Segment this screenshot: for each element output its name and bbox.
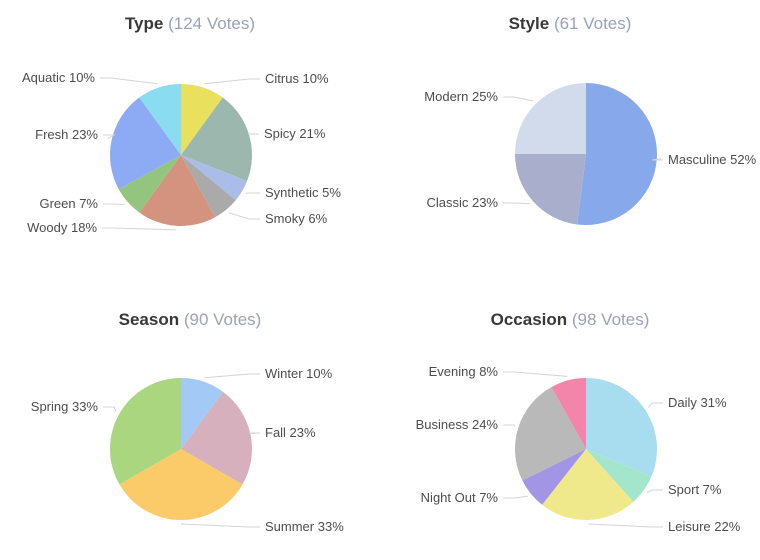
slice-label-evening: Evening 8% [428,364,498,379]
label-leader-line [503,96,534,102]
chart-panel-type: Type (124 Votes) Citrus 10% Spicy 21% Synt… [0,0,380,280]
pie-slice-modern[interactable] [515,83,586,154]
pie-slice-spicy[interactable] [181,97,252,182]
chart-votes-count: (124 Votes) [168,14,256,33]
pie-chart-style [503,83,663,225]
chart-panel-style: Style (61 Votes) Masculine 52% Classic 23… [380,0,760,280]
chart-title-text: Occasion [490,310,568,329]
pie-slice-spring[interactable] [109,378,181,485]
pie-slice-fresh[interactable] [110,97,181,190]
chart-panel-season: Season (90 Votes) Winter 10% Fall 23% Summ… [0,280,380,560]
pie-slice-masculine[interactable] [577,83,657,225]
slice-label-smoky: Smoky 6% [265,211,328,226]
slice-label-leisure: Leisure 22% [668,519,741,534]
chart-panel-occasion: Occasion (98 Votes) Daily 31% Sport 7% Lei… [380,280,760,560]
pie-slice-sport[interactable] [586,449,652,502]
slice-label-daily: Daily 31% [668,395,727,410]
label-leader-line [503,424,515,427]
slice-label-spring: Spring 33% [30,399,98,414]
label-leader-line [248,432,260,435]
label-leader-line [646,489,663,493]
pie-slice-winter[interactable] [181,378,224,449]
slice-label-aquatic: Aquatic 10% [22,70,95,85]
label-leader-line [228,212,260,220]
pie-slice-green[interactable] [118,155,181,213]
chart-title: Style (61 Votes) [380,14,760,34]
chart-title-text: Style [508,14,550,33]
slice-label-spicy: Spicy 21% [264,126,326,141]
label-leader-line [204,78,260,85]
pie-slice-summer[interactable] [119,449,243,521]
slice-label-winter: Winter 10% [265,366,333,381]
label-leader-line [503,202,530,205]
slice-label-classic: Classic 23% [426,195,498,210]
pie-slice-aquatic[interactable] [139,84,181,155]
label-leader-line [651,158,663,161]
slice-label-modern: Modern 25% [424,89,498,104]
slice-label-green: Green 7% [39,196,98,211]
chart-votes-count: (90 Votes) [183,310,262,329]
slice-label-citrus: Citrus 10% [265,71,329,86]
chart-title: Season (90 Votes) [0,310,380,330]
label-leader-line [180,523,260,528]
label-leader-line [648,402,663,408]
chart-votes-count: (98 Votes) [571,310,650,329]
pie-slice-leisure[interactable] [542,449,634,520]
slice-label-night-out: Night Out 7% [420,490,498,505]
slice-label-sport: Sport 7% [668,482,722,497]
pie-slice-night-out[interactable] [522,449,586,505]
pie-slice-citrus[interactable] [181,84,223,155]
label-leader-line [204,373,260,379]
pie-slice-woody[interactable] [139,155,216,226]
chart-title-text: Season [118,310,180,329]
label-leader-line [588,523,663,528]
label-leader-line [503,371,568,377]
chart-title: Type (124 Votes) [0,14,380,34]
slice-label-fresh: Fresh 23% [35,127,98,142]
chart-votes-count: (61 Votes) [553,14,632,33]
label-leader-line [103,134,116,140]
pie-slice-evening[interactable] [551,378,586,449]
pie-chart-season [103,373,260,528]
chart-title: Occasion (98 Votes) [380,310,760,330]
slice-label-fall: Fall 23% [265,425,316,440]
pie-slice-fall[interactable] [181,391,253,485]
slice-label-business: Business 24% [415,417,498,432]
label-leader-line [503,495,528,499]
slice-label-masculine: Masculine 52% [668,152,757,167]
label-leader-line [103,203,125,206]
slice-label-woody: Woody 18% [27,220,97,235]
slice-label-summer: Summer 33% [265,519,344,534]
pie-chart-occasion [503,371,663,528]
pie-slice-smoky[interactable] [181,155,236,218]
pie-slice-classic[interactable] [515,154,586,225]
label-leader-line [102,227,177,231]
pie-slice-business[interactable] [514,386,586,481]
pie-slice-synthetic[interactable] [181,155,248,201]
label-leader-line [100,77,158,85]
slice-label-synthetic: Synthetic 5% [265,185,341,200]
label-leader-line [103,406,117,412]
pie-chart-type [100,77,260,231]
pie-slice-daily[interactable] [586,378,658,477]
chart-title-text: Type [124,14,164,33]
